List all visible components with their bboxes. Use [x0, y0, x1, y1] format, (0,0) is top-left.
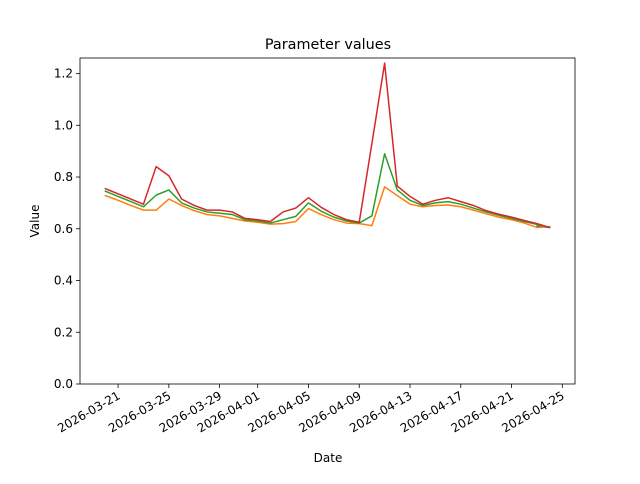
- y-axis-label: Value: [28, 205, 42, 238]
- y-tick-label: 0.8: [54, 170, 73, 184]
- y-tick-label: 0.4: [54, 274, 73, 288]
- line: [104, 152, 551, 229]
- y-tick-label: 1.2: [54, 67, 73, 81]
- y-tick-label: 0.6: [54, 222, 73, 236]
- y-tick-label: 1.0: [54, 118, 73, 132]
- line: [104, 62, 551, 229]
- chart-title: Parameter values: [265, 37, 391, 53]
- y-tick-label: 0.2: [54, 325, 73, 339]
- x-axis-label: Date: [314, 451, 343, 465]
- y-tick-label: 0.0: [54, 377, 73, 391]
- line: [104, 186, 551, 229]
- plot-frame: [79, 57, 576, 385]
